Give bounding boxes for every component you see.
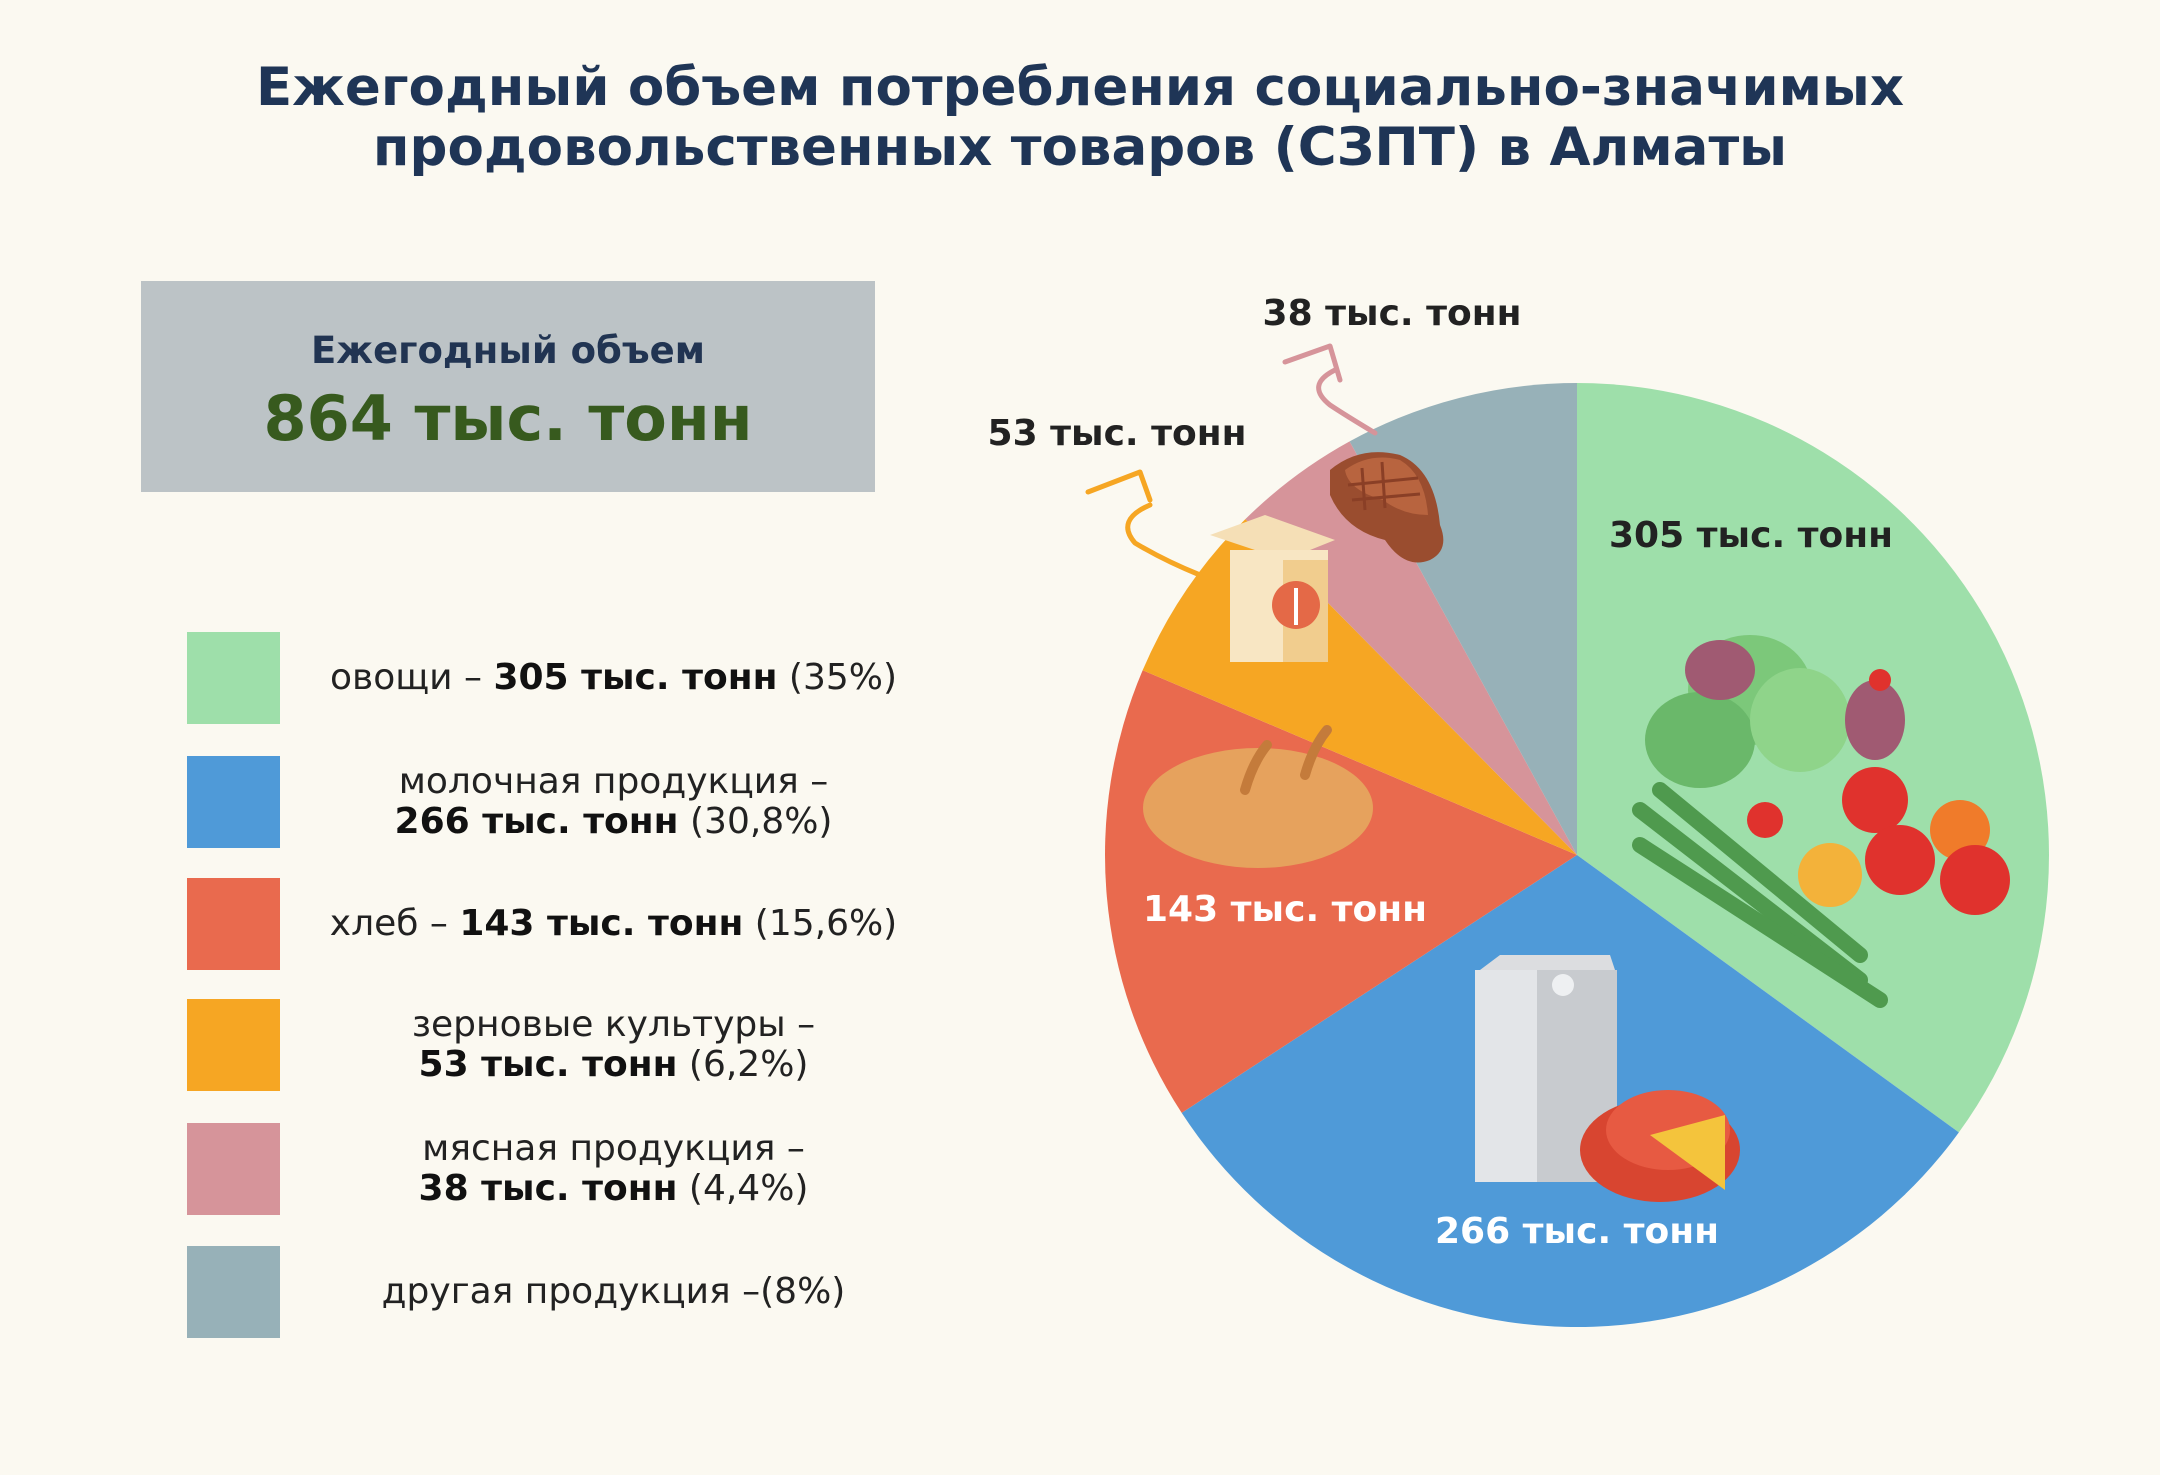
legend-separator: – xyxy=(452,657,494,698)
legend-percent: (30,8%) xyxy=(678,801,833,842)
legend-percent: (8%) xyxy=(760,1271,846,1312)
milk-cheese-icon xyxy=(1475,955,1740,1202)
legend-amount: 53 тыс. тонн xyxy=(418,1044,678,1085)
pie-label-vegetables: 305 тыс. тонн xyxy=(1609,515,1893,556)
legend-percent: (6,2%) xyxy=(677,1044,809,1085)
legend-separator: – xyxy=(775,1128,805,1169)
legend-name: мясная продукция xyxy=(422,1128,776,1169)
legend-amount: 266 тыс. тонн xyxy=(394,801,679,842)
pie-label-dairy: 266 тыс. тонн xyxy=(1435,1211,1719,1252)
legend-text-bread: хлеб – 143 тыс. тонн (15,6%) xyxy=(280,878,947,970)
chart-title-line-1: Ежегодный объем потребления социально-зн… xyxy=(255,57,1905,118)
pie-slice-meat xyxy=(1245,441,1577,855)
legend-item-vegetables: овощи – 305 тыс. тонн (35%) xyxy=(187,632,947,724)
legend-text-dairy: молочная продукция – 266 тыс. тонн (30,8%… xyxy=(280,756,947,848)
legend-amount: 305 тыс. тонн xyxy=(493,657,778,698)
legend-name: хлеб xyxy=(329,903,419,944)
chart-title-line-2: продовольственных товаров (СЗПТ) в Алмат… xyxy=(372,117,1788,178)
legend-swatch-bread xyxy=(187,878,280,970)
legend-separator: – xyxy=(798,761,829,802)
legend-separator: – xyxy=(418,903,460,944)
legend-item-meat: мясная продукция – 38 тыс. тонн (4,4%) xyxy=(187,1123,947,1215)
legend-separator: – xyxy=(785,1004,816,1045)
legend-text-meat: мясная продукция – 38 тыс. тонн (4,4%) xyxy=(280,1123,947,1215)
pie-illustrations xyxy=(1143,452,2010,1202)
legend-name: молочная продукция xyxy=(398,761,799,802)
legend-item-dairy: молочная продукция – 266 тыс. тонн (30,8%… xyxy=(187,756,947,848)
pie-label-grains: 53 тыс. тонн xyxy=(988,413,1247,454)
meat-icon xyxy=(1330,452,1444,563)
legend-name: зерновые культуры xyxy=(411,1004,786,1045)
legend-separator: – xyxy=(730,1271,761,1312)
pie-label-bread: 143 тыс. тонн xyxy=(1143,889,1427,930)
legend-name: овощи xyxy=(329,657,453,698)
legend-swatch-vegetables xyxy=(187,632,280,724)
legend-swatch-dairy xyxy=(187,756,280,848)
legend-text-vegetables: овощи – 305 тыс. тонн (35%) xyxy=(280,632,947,724)
legend-swatch-other xyxy=(187,1246,280,1338)
legend-name: другая продукция xyxy=(381,1271,731,1312)
legend-item-other: другая продукция –(8%) xyxy=(187,1246,947,1338)
cereal-box-icon xyxy=(1210,515,1335,662)
total-volume-value: 864 тыс. тонн xyxy=(263,382,753,455)
callout-arrows-orange xyxy=(1085,469,1203,578)
legend-percent: (35%) xyxy=(777,657,898,698)
bread-icon xyxy=(1143,725,1373,868)
legend-text-grains: зерновые культуры – 53 тыс. тонн (6,2%) xyxy=(280,999,947,1091)
legend-percent: (4,4%) xyxy=(677,1168,809,1209)
legend-item-grains: зерновые культуры – 53 тыс. тонн (6,2%) xyxy=(187,999,947,1091)
legend-item-bread: хлеб – 143 тыс. тонн (15,6%) xyxy=(187,878,947,970)
pie-slice-labels: 305 тыс. тонн 266 тыс. тонн 143 тыс. тонн 5… xyxy=(988,293,1893,1252)
chart-title: Ежегодный объем потребления социально-зн… xyxy=(0,58,2160,178)
legend-percent: (15,6%) xyxy=(743,903,898,944)
pie-label-meat: 38 тыс. тонн xyxy=(1263,293,1522,334)
total-volume-box: Ежегодный объем 864 тыс. тонн xyxy=(141,281,875,492)
callout-arrows xyxy=(1282,343,1378,436)
vegetables-icon xyxy=(1632,635,2010,1008)
total-volume-label: Ежегодный объем xyxy=(310,329,706,372)
legend-swatch-meat xyxy=(187,1123,280,1215)
legend-text-other: другая продукция –(8%) xyxy=(280,1246,947,1338)
legend-amount: 38 тыс. тонн xyxy=(418,1168,678,1209)
legend-amount: 143 тыс. тонн xyxy=(459,903,744,944)
legend-swatch-grains xyxy=(187,999,280,1091)
